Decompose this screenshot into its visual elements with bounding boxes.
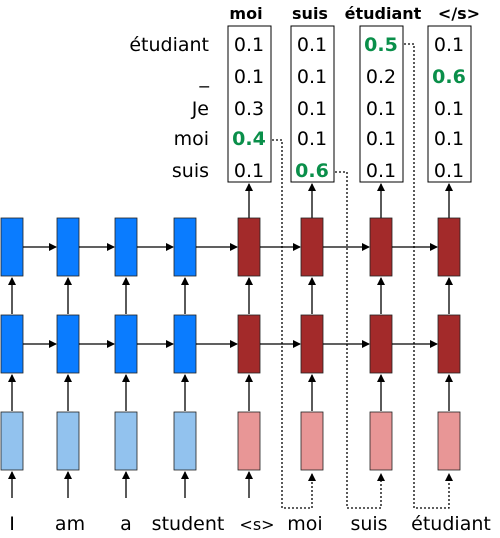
prob-etudiant-underscore: 0.2 bbox=[366, 66, 396, 88]
prob-suis-etudiant: 0.1 bbox=[297, 34, 327, 56]
output-header-moi: moi bbox=[229, 4, 262, 23]
target-input-suis: suis bbox=[350, 513, 387, 535]
decoder-mid-cell-2 bbox=[370, 315, 392, 373]
vocab-label-underscore: _ bbox=[199, 66, 210, 88]
prob-etudiant-etudiant-highlight: 0.5 bbox=[364, 34, 398, 56]
encoder-top-cell-3 bbox=[174, 218, 196, 276]
network-cells bbox=[1, 218, 460, 498]
encoder-top-cell-0 bbox=[1, 218, 23, 276]
decoder-embed-cell-0 bbox=[238, 412, 260, 470]
source-token-a: a bbox=[120, 513, 132, 535]
decoder-embed-cell-2 bbox=[370, 412, 392, 470]
decoder-mid-cell-0 bbox=[238, 315, 260, 373]
prob-suis-je: 0.1 bbox=[297, 98, 327, 120]
encoder-embed-cell-3 bbox=[174, 412, 196, 470]
prob-moi-underscore: 0.1 bbox=[234, 66, 264, 88]
prob-eos-underscore-highlight: 0.6 bbox=[432, 66, 466, 88]
prob-etudiant-suis: 0.1 bbox=[366, 160, 396, 182]
target-input-sos: <s> bbox=[239, 515, 274, 534]
prob-moi-moi-highlight: 0.4 bbox=[232, 128, 266, 150]
prob-moi-etudiant: 0.1 bbox=[234, 34, 264, 56]
source-token-student: student bbox=[152, 513, 225, 535]
decoder-top-cell-3 bbox=[438, 218, 460, 276]
decoder-top-cell-1 bbox=[301, 218, 323, 276]
encoder-mid-cell-2 bbox=[115, 315, 137, 373]
prob-moi-suis: 0.1 bbox=[234, 160, 264, 182]
encoder-top-cell-2 bbox=[115, 218, 137, 276]
prob-eos-je: 0.1 bbox=[434, 98, 464, 120]
prob-suis-underscore: 0.1 bbox=[297, 66, 327, 88]
encoder-mid-cell-3 bbox=[174, 315, 196, 373]
vocab-label-moi: moi bbox=[174, 128, 209, 150]
prob-eos-etudiant: 0.1 bbox=[434, 34, 464, 56]
output-header-etudiant: étudiant bbox=[345, 4, 422, 23]
output-header-suis: suis bbox=[292, 4, 328, 23]
target-input-etudiant: étudiant bbox=[411, 513, 491, 535]
encoder-mid-cell-0 bbox=[1, 315, 23, 373]
decoder-mid-cell-3 bbox=[438, 315, 460, 373]
prob-suis-suis-highlight: 0.6 bbox=[295, 160, 329, 182]
output-header-eos: </s> bbox=[438, 4, 480, 23]
prob-eos-suis: 0.1 bbox=[434, 160, 464, 182]
decoder-embed-cell-1 bbox=[301, 412, 323, 470]
encoder-embed-cell-0 bbox=[1, 412, 23, 470]
encoder-top-cell-1 bbox=[57, 218, 79, 276]
vocab-label-suis: suis bbox=[172, 160, 209, 182]
decoder-top-cell-2 bbox=[370, 218, 392, 276]
encoder-embed-cell-1 bbox=[57, 412, 79, 470]
encoder-mid-cell-1 bbox=[57, 315, 79, 373]
prob-etudiant-moi: 0.1 bbox=[366, 128, 396, 150]
decoder-embed-cell-3 bbox=[438, 412, 460, 470]
prob-eos-moi: 0.1 bbox=[434, 128, 464, 150]
target-input-moi: moi bbox=[287, 513, 322, 535]
vocab-label-etudiant: étudiant bbox=[129, 34, 209, 56]
source-token-i: I bbox=[9, 513, 15, 535]
source-token-am: am bbox=[55, 513, 85, 535]
decoder-mid-cell-1 bbox=[301, 315, 323, 373]
decoder-top-cell-0 bbox=[238, 218, 260, 276]
vocab-label-je: Je bbox=[191, 98, 209, 120]
prob-etudiant-je: 0.1 bbox=[366, 98, 396, 120]
encoder-embed-cell-2 bbox=[115, 412, 137, 470]
prob-suis-moi: 0.1 bbox=[297, 128, 327, 150]
prob-moi-je: 0.3 bbox=[234, 98, 264, 120]
